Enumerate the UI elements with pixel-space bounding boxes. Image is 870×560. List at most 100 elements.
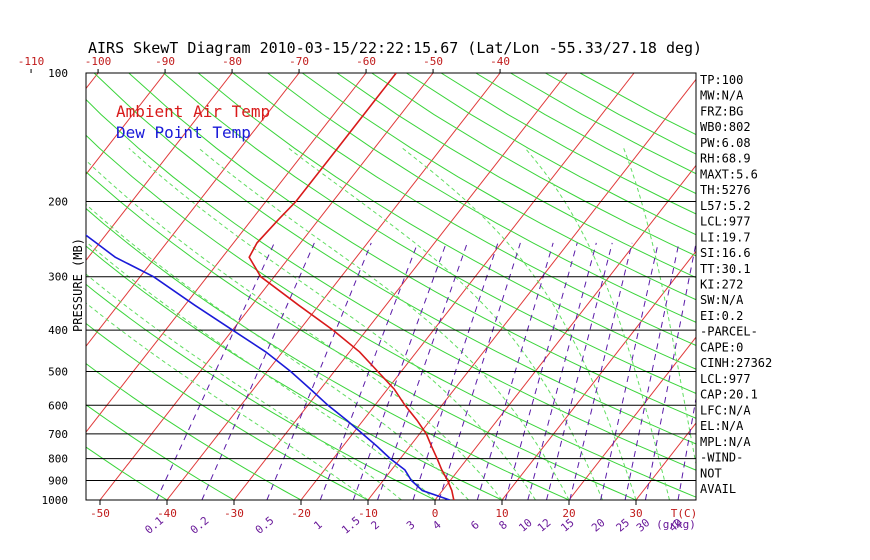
temperature-tick-label: 0 bbox=[432, 507, 439, 520]
dry-adiabat-line bbox=[128, 73, 696, 419]
moist-adiabat-line bbox=[86, 159, 503, 500]
dry-adiabat-line bbox=[232, 73, 696, 347]
pressure-tick-label: 100 bbox=[48, 67, 68, 80]
stability-indices: TP:100MW:N/AFRZ:BGWB0:802PW:6.08RH:68.9M… bbox=[700, 73, 772, 496]
isotherm-line bbox=[501, 250, 696, 500]
dry-adiabat-line bbox=[86, 134, 696, 498]
isotherm-line bbox=[837, 73, 870, 500]
index-entry: SI:16.6 bbox=[700, 246, 751, 260]
dry-adiabat-line bbox=[371, 73, 696, 257]
mixing-ratio-tick-label: 2 bbox=[369, 518, 382, 532]
pressure-tick-label: 400 bbox=[48, 324, 68, 337]
pressure-tick-label: 1000 bbox=[42, 494, 69, 507]
top-temperature-tick-label: -40 bbox=[490, 55, 510, 68]
isotherm-line bbox=[568, 336, 696, 500]
isotherm-line bbox=[300, 73, 635, 500]
temperature-tick-label: -10 bbox=[358, 507, 378, 520]
dry-adiabat-line bbox=[86, 322, 369, 500]
moist-adiabat-line bbox=[86, 302, 369, 500]
index-entry: LCL:977 bbox=[700, 215, 751, 229]
pressure-tick-label: 800 bbox=[48, 453, 68, 466]
mixing-ratio-tick-label: 4 bbox=[430, 518, 444, 532]
legend-dewpoint-label: Dew Point Temp bbox=[116, 123, 251, 142]
mixing-ratio-line bbox=[201, 242, 315, 500]
dry-adiabat-line bbox=[93, 73, 696, 445]
mixing-ratio-tick-label: 0.5 bbox=[253, 514, 277, 537]
dry-adiabat-line bbox=[86, 404, 235, 500]
index-entry: EI:0.2 bbox=[700, 309, 743, 323]
dry-adiabat-line bbox=[86, 362, 302, 500]
dry-adiabat-line bbox=[86, 207, 570, 500]
mixing-ratio-tick-label: 1 bbox=[311, 518, 324, 532]
temperature-tick-label: 30 bbox=[629, 507, 642, 520]
moist-adiabat-line bbox=[288, 147, 603, 500]
moist-adiabat-line bbox=[524, 147, 670, 500]
top-temperature-tick-label: -50 bbox=[423, 55, 443, 68]
index-entry: PW:6.08 bbox=[700, 136, 751, 150]
pressure-tick-label: 200 bbox=[48, 196, 68, 209]
dry-adiabat-line bbox=[440, 73, 696, 215]
dry-adiabat-line bbox=[267, 73, 696, 323]
dry-adiabat-line bbox=[163, 73, 696, 395]
moist-adiabat-line bbox=[623, 148, 696, 467]
dry-adiabat-line bbox=[86, 171, 637, 500]
grid-lines bbox=[0, 73, 870, 500]
moist-adiabat-line bbox=[86, 273, 402, 500]
moist-adiabat-line bbox=[402, 147, 637, 500]
mixing-ratio-label: (g/kg) bbox=[656, 518, 696, 531]
index-entry: CINH:27362 bbox=[700, 356, 772, 370]
index-entry: RH:68.9 bbox=[700, 152, 751, 166]
pressure-tick-label: 900 bbox=[48, 474, 68, 487]
temperature-tick-label: -40 bbox=[157, 507, 177, 520]
index-entry: MAXT:5.6 bbox=[700, 167, 758, 181]
mixing-ratio-line bbox=[155, 242, 275, 500]
moist-adiabat-line bbox=[86, 241, 436, 500]
isotherm-line bbox=[86, 73, 367, 433]
pressure-tick-label: 700 bbox=[48, 428, 68, 441]
index-entry: TT:30.1 bbox=[700, 262, 751, 276]
index-entry: EL:N/A bbox=[700, 419, 744, 433]
index-entry: MW:N/A bbox=[700, 89, 744, 103]
moist-adiabat-line bbox=[198, 147, 570, 500]
legend-temperature-label: Ambient Air Temp bbox=[116, 102, 270, 121]
isotherm-line bbox=[635, 422, 696, 500]
legend: Ambient Air Temp Dew Point Temp bbox=[116, 102, 270, 142]
index-entry: NOT bbox=[700, 466, 722, 480]
index-entry: TH:5276 bbox=[700, 183, 751, 197]
temperature-tick-label: -30 bbox=[224, 507, 244, 520]
dry-adiabat-line bbox=[336, 73, 696, 279]
index-entry: KI:272 bbox=[700, 278, 743, 292]
dry-adiabat-line bbox=[86, 446, 168, 500]
top-temperature-tick-label: -100 bbox=[85, 55, 112, 68]
mixing-ratio-tick-label: 10 bbox=[516, 516, 535, 534]
isotherm-line bbox=[99, 73, 434, 500]
isotherm-line bbox=[0, 73, 31, 500]
chart-title: AIRS SkewT Diagram 2010-03-15/22:22:15.6… bbox=[88, 39, 702, 57]
index-entry: FRZ:BG bbox=[700, 104, 743, 118]
index-entry: -PARCEL- bbox=[700, 325, 758, 339]
top-temperature-tick-label: -80 bbox=[222, 55, 242, 68]
top-temperature-tick-label: -90 bbox=[155, 55, 175, 68]
temperature-tick-label: -50 bbox=[90, 507, 110, 520]
dewpoint-profile-line bbox=[86, 234, 450, 500]
top-temperature-tick-label: -110 bbox=[18, 55, 45, 68]
dry-adiabat-line bbox=[197, 73, 696, 370]
dry-adiabat-line bbox=[86, 98, 696, 471]
index-entry: SW:N/A bbox=[700, 293, 744, 307]
index-entry: LI:19.7 bbox=[700, 230, 751, 244]
temperature-profile-line bbox=[248, 73, 455, 500]
top-temperature-tick-label: -60 bbox=[356, 55, 376, 68]
index-entry: CAP:20.1 bbox=[700, 388, 758, 402]
dry-adiabat-line bbox=[86, 283, 436, 500]
dry-adiabat-line bbox=[406, 73, 696, 236]
plot-border bbox=[85, 72, 697, 501]
moist-adiabat-line bbox=[128, 147, 536, 500]
isotherm-line bbox=[770, 73, 870, 500]
mixing-ratio-line bbox=[266, 242, 372, 500]
temperature-axis-label: T(C) bbox=[671, 507, 698, 520]
mixing-ratio-tick-label: 20 bbox=[589, 516, 608, 534]
mixing-ratio-tick-label: 12 bbox=[535, 516, 554, 534]
index-entry: CAPE:0 bbox=[700, 340, 743, 354]
isotherm-line bbox=[233, 73, 568, 500]
